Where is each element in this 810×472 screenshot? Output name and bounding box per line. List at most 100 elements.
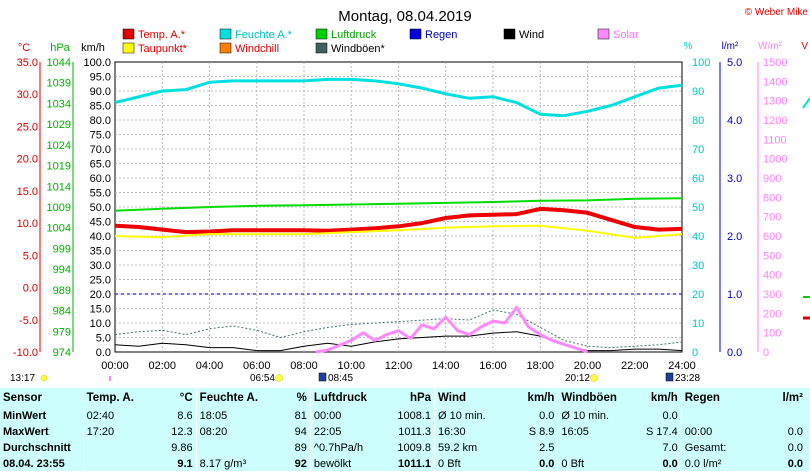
stats-cell (557, 440, 624, 456)
tick-label-hpa: 999 (53, 243, 71, 255)
legend-swatch (409, 28, 422, 40)
series-line (315, 306, 588, 354)
tick-label-kmh: 75.0 (90, 130, 111, 142)
stats-cell: 22:05 (309, 424, 381, 440)
legend-label: Windböen* (331, 43, 386, 55)
x-tick-label: 20:00 (574, 360, 602, 372)
tick-label-solar: 400 (763, 270, 781, 282)
tick-label-kmh: 95.0 (90, 72, 111, 84)
sun-icon (275, 374, 283, 382)
tick-label-kmh: 45.0 (90, 217, 111, 229)
weather-chart: Montag, 08.04.2019 © Weber Mike Temp. A.* F… (10, 7, 810, 384)
tick-label-solar: 200 (763, 308, 781, 320)
legend-swatch (503, 28, 516, 40)
legend-label: Feuchte A.* (235, 29, 293, 41)
stats-cell: 12.3 (171, 426, 193, 438)
tick-label-hpa: 989 (53, 285, 71, 297)
tick-label-hum: 100 (692, 57, 710, 69)
axis-label-solar: W/m² (758, 41, 783, 52)
tick-label-hpa: 974 (53, 347, 71, 359)
header-cell: Wind (434, 388, 508, 408)
row-label: 08.04. 23:55 (3, 458, 65, 470)
x-tick-label: 12:00 (385, 360, 413, 372)
stats-cell: 1008.1 (397, 410, 432, 422)
legend-swatch (597, 28, 610, 40)
tick-label-hum: 30 (692, 260, 704, 272)
stats-cell: Ø 10 min. (557, 408, 624, 424)
tick-label-solar: 100 (763, 328, 781, 340)
stats-cell: 94 (294, 426, 307, 438)
tick-label-solar: 1200 (763, 115, 787, 127)
tick-label-temp: 0.0 (23, 283, 38, 295)
tick-label-hpa: 979 (53, 326, 71, 338)
tick-label-kmh: 55.0 (90, 188, 111, 200)
tick-label-rain: 2.0 (727, 231, 742, 243)
tick-label-hum: 50 (692, 202, 704, 214)
stats-cell: 0.0 l/m² (680, 456, 763, 472)
legend-swatch (219, 28, 232, 40)
legend-swatch (122, 28, 135, 40)
legend-swatch (315, 42, 328, 54)
header-cell: km/h (527, 392, 555, 404)
moon-time-label: 23:28 (675, 373, 700, 384)
tick-label-hum: 80 (692, 115, 704, 127)
tick-label-kmh: 15.0 (90, 304, 111, 316)
tick-label-hpa: 1014 (47, 181, 71, 193)
stats-cell: 8.17 g/m³ (195, 456, 272, 472)
series-line (114, 206, 683, 235)
tick-label-hum: 70 (692, 144, 704, 156)
header-cell: Luftdruck (309, 388, 381, 408)
legend-label: Regen (425, 29, 457, 41)
legend-label: Solar (613, 29, 639, 41)
stats-row: MinWert 02:40 8.6 18:05 81 00:00 1008.1 Ø 10 mi… (0, 408, 806, 424)
tick-label-hpa: 984 (53, 306, 71, 318)
stats-cell: 18:05 (195, 408, 272, 424)
series-line (114, 224, 683, 239)
x-tick-label: 00:00 (101, 360, 129, 372)
tick-label-temp: 15.0 (17, 186, 38, 198)
stats-cell: 0.0 (539, 410, 555, 422)
tick-label-kmh: 90.0 (90, 86, 111, 98)
tick-label-kmh: 20.0 (90, 289, 111, 301)
tick-label-temp: 35.0 (17, 57, 38, 69)
tick-label-kmh: 70.0 (90, 144, 111, 156)
x-tick-label: 24:00 (668, 360, 696, 372)
tick-label-hum: 40 (692, 231, 704, 243)
tick-label-solar: 900 (763, 173, 781, 185)
header-cell: hPa (409, 392, 432, 404)
stats-cell: 0.0 (662, 410, 678, 422)
x-tick-label: 16:00 (479, 360, 507, 372)
legend-label: Windchill (235, 43, 279, 55)
tick-label-solar: 1400 (763, 76, 787, 88)
legend-swatch (122, 42, 135, 54)
stats-cell: 0 Bft (434, 456, 508, 472)
stats-cell: 1011.3 (398, 426, 432, 438)
tick-label-hpa: 1029 (47, 119, 71, 131)
stats-cell: 16:05 (557, 424, 624, 440)
chart-title: Montag, 08.04.2019 (338, 8, 471, 25)
tick-label-temp: -10.0 (13, 347, 38, 359)
tick-label-hpa: 1024 (47, 140, 71, 152)
tick-label-rain: 1.0 (727, 289, 742, 301)
stats-cell: 02:40 (82, 408, 148, 424)
stats-cell: 9.1 (177, 458, 193, 470)
stats-cell: 00:00 (309, 408, 381, 424)
tick-label-solar: 700 (763, 212, 781, 224)
x-tick-label: 06:00 (243, 360, 271, 372)
stats-row: 08.04. 23:55 9.1 8.17 g/m³ 92 bewölkt 1011.1 0… (0, 456, 806, 472)
tick-label-temp: -5.0 (19, 315, 38, 327)
stats-cell: Gesamt: (680, 440, 763, 456)
left-bottom-time: 13:17 (10, 373, 35, 384)
tick-label-rain: 4.0 (727, 115, 742, 127)
series-line (114, 77, 683, 118)
sun-time-label: 06:54 (250, 373, 275, 384)
extra-axis-hum-mark (802, 97, 810, 109)
moon-icon (665, 372, 674, 382)
tick-label-temp: 20.0 (17, 154, 38, 166)
stats-panel: Sensor Temp. A. °C Feuchte A.% Luftdruck hPa W… (0, 388, 810, 472)
axis-label-temp: °C (18, 42, 30, 54)
tick-label-solar: 1100 (763, 134, 787, 146)
axis-label-extra: V (801, 41, 808, 52)
sun-icon (590, 374, 598, 382)
stats-cell: 08:20 (195, 424, 272, 440)
